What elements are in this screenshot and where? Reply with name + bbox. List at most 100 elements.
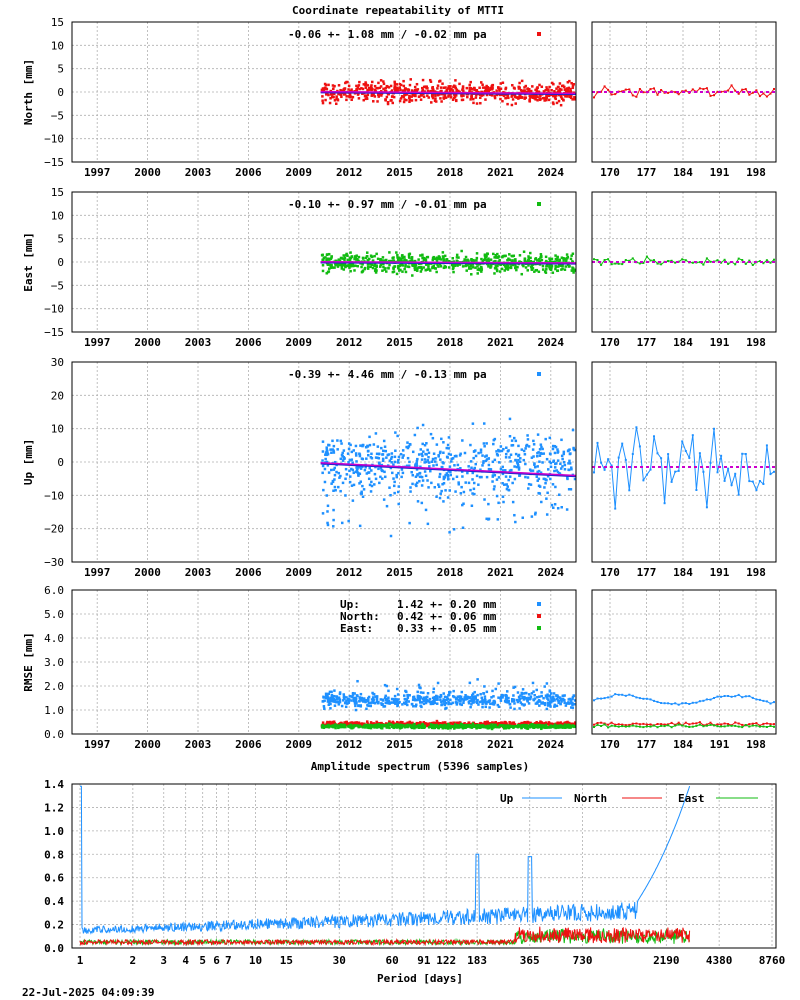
up-point xyxy=(533,513,537,516)
north-point xyxy=(350,98,353,102)
north-point xyxy=(434,94,437,97)
north-point xyxy=(512,86,516,90)
up-point xyxy=(331,448,334,451)
rmse-point xyxy=(410,725,413,728)
north-point xyxy=(485,93,489,97)
up-point xyxy=(524,462,527,466)
up-point xyxy=(551,483,555,486)
up-point xyxy=(414,483,417,486)
rmse-point xyxy=(415,698,418,702)
up-point xyxy=(418,471,422,475)
rmse-point xyxy=(353,696,357,700)
rmse-point xyxy=(552,698,556,701)
east-point xyxy=(326,263,330,266)
rmse-point xyxy=(459,725,463,729)
north-point xyxy=(560,95,563,99)
rmse-point xyxy=(449,722,452,725)
rmse-point xyxy=(478,700,482,704)
east-point xyxy=(379,263,383,267)
y-tick-label: 4.0 xyxy=(44,632,64,645)
rmse-point xyxy=(492,723,496,727)
rmse-point xyxy=(462,701,465,705)
zoom-point xyxy=(600,90,603,93)
up-point xyxy=(380,446,383,450)
rmse-point xyxy=(331,696,335,700)
rmse-point xyxy=(459,722,463,726)
rmse-point xyxy=(452,725,455,728)
east-point xyxy=(512,254,516,258)
up-point xyxy=(551,447,555,451)
north-point xyxy=(441,82,444,85)
up-point xyxy=(339,489,342,493)
zoom-point xyxy=(635,426,638,429)
up-point xyxy=(409,486,412,489)
up-point xyxy=(426,479,429,482)
rmse-point xyxy=(536,702,539,705)
y-tick-label: −20 xyxy=(44,523,64,536)
up-point xyxy=(554,485,557,489)
east-point xyxy=(471,263,475,266)
east-point xyxy=(411,263,414,267)
rmse-point xyxy=(535,721,538,724)
north-point xyxy=(550,88,553,92)
rmse-point xyxy=(330,699,333,703)
rmse-point xyxy=(423,699,427,702)
east-point xyxy=(478,263,481,266)
up-point xyxy=(431,436,435,440)
rmse-point xyxy=(326,697,330,700)
rmse-point xyxy=(350,699,353,702)
north-point xyxy=(534,98,537,101)
north-point xyxy=(372,100,375,103)
east-point xyxy=(441,255,445,258)
rmse-point xyxy=(418,695,421,698)
rmse-point xyxy=(476,678,479,681)
rmse-point xyxy=(354,698,358,702)
north-point xyxy=(527,89,530,93)
up-point xyxy=(415,459,419,463)
east-point xyxy=(435,256,438,259)
up-point xyxy=(340,521,344,525)
east-point xyxy=(438,262,442,266)
rmse-point xyxy=(423,696,426,700)
up-point xyxy=(347,447,351,451)
rmse-point xyxy=(551,722,555,726)
up-point xyxy=(359,444,362,447)
east-point xyxy=(447,260,451,263)
up-point xyxy=(485,517,488,521)
rmse-point xyxy=(481,698,484,702)
rmse-point xyxy=(379,726,383,729)
rmse-point xyxy=(531,681,535,685)
up-point xyxy=(510,444,513,447)
north-point xyxy=(405,93,409,96)
east-point xyxy=(503,269,506,272)
up-point xyxy=(417,453,421,456)
rmse-point xyxy=(433,724,437,728)
east-point xyxy=(494,253,498,257)
up-point xyxy=(402,454,405,457)
north-point xyxy=(552,94,555,98)
up-point xyxy=(451,477,455,481)
east-point xyxy=(324,256,327,259)
east-point xyxy=(475,259,478,262)
up-point xyxy=(536,465,539,468)
north-point xyxy=(518,86,521,89)
east-point xyxy=(455,262,459,266)
up-point xyxy=(418,479,421,483)
zoom-rmse-point xyxy=(720,723,723,726)
rmse-point xyxy=(568,697,572,701)
north-point xyxy=(556,90,560,93)
rmse-point xyxy=(560,722,563,726)
east-point xyxy=(383,268,386,271)
y-tick-label: −15 xyxy=(44,156,64,169)
east-point xyxy=(379,265,382,268)
rmse-point xyxy=(543,685,546,688)
rmse-point xyxy=(572,694,576,697)
zoom-rmse-point xyxy=(607,696,610,699)
up-point xyxy=(358,482,361,485)
up-point xyxy=(323,480,327,484)
east-point xyxy=(526,269,529,272)
zoom-rmse-point xyxy=(610,721,613,724)
x-tick-label: 2024 xyxy=(538,738,565,751)
zoom-rmse-point xyxy=(723,695,726,697)
north-point xyxy=(444,86,447,89)
